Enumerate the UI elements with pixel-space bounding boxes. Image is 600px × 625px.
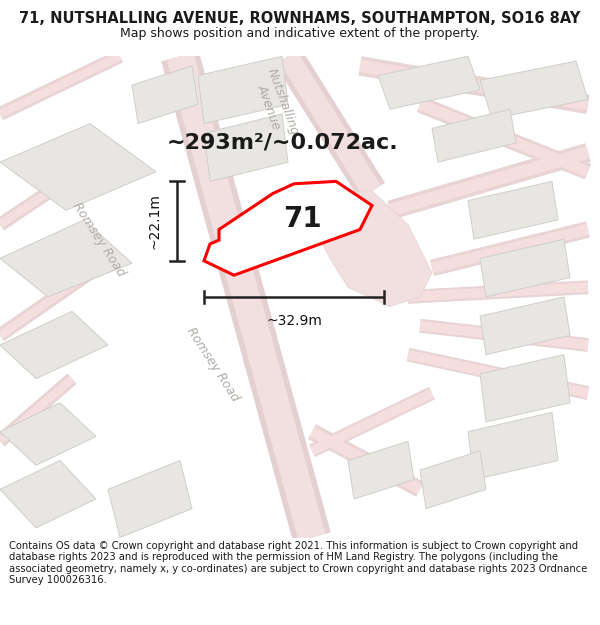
Polygon shape bbox=[0, 220, 132, 297]
Polygon shape bbox=[0, 124, 156, 210]
Polygon shape bbox=[468, 412, 558, 480]
Text: ~293m²/~0.072ac.: ~293m²/~0.072ac. bbox=[166, 133, 398, 153]
Polygon shape bbox=[204, 181, 372, 275]
Text: ~32.9m: ~32.9m bbox=[266, 314, 322, 328]
Polygon shape bbox=[0, 402, 96, 465]
Text: Romsey Road: Romsey Road bbox=[184, 325, 242, 404]
Polygon shape bbox=[108, 461, 192, 538]
Polygon shape bbox=[0, 461, 96, 528]
Polygon shape bbox=[198, 56, 288, 124]
Text: 71, NUTSHALLING AVENUE, ROWNHAMS, SOUTHAMPTON, SO16 8AY: 71, NUTSHALLING AVENUE, ROWNHAMS, SOUTHA… bbox=[19, 11, 581, 26]
Polygon shape bbox=[480, 239, 570, 297]
Text: Nutshalling
Avenue: Nutshalling Avenue bbox=[251, 66, 301, 142]
Text: Romsey Road: Romsey Road bbox=[70, 199, 128, 279]
Text: Contains OS data © Crown copyright and database right 2021. This information is : Contains OS data © Crown copyright and d… bbox=[9, 541, 587, 586]
Polygon shape bbox=[480, 61, 588, 119]
Polygon shape bbox=[312, 191, 432, 306]
Polygon shape bbox=[480, 297, 570, 354]
Polygon shape bbox=[0, 311, 108, 379]
Polygon shape bbox=[204, 114, 288, 181]
Polygon shape bbox=[378, 56, 480, 109]
Text: 71: 71 bbox=[283, 206, 322, 234]
Polygon shape bbox=[468, 181, 558, 239]
Polygon shape bbox=[132, 66, 198, 124]
Text: Map shows position and indicative extent of the property.: Map shows position and indicative extent… bbox=[120, 28, 480, 41]
Polygon shape bbox=[348, 441, 414, 499]
Polygon shape bbox=[420, 451, 486, 509]
Polygon shape bbox=[432, 109, 516, 162]
Text: ~22.1m: ~22.1m bbox=[148, 193, 162, 249]
Polygon shape bbox=[480, 354, 570, 422]
